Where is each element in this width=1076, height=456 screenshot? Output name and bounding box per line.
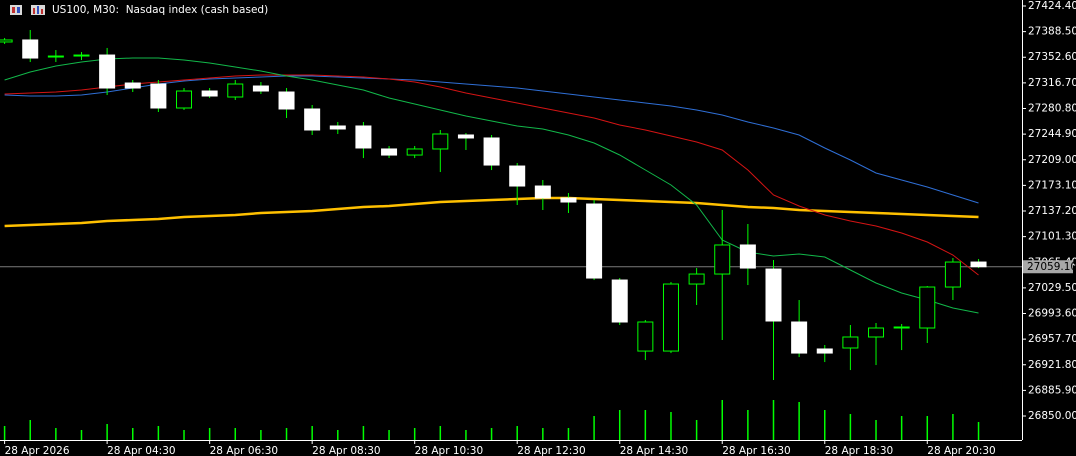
icon [12, 7, 15, 13]
y-tick-label: 26921.80 [1028, 359, 1076, 371]
candle-body [252, 85, 269, 92]
x-tick-label: 28 Apr 12:30 [517, 445, 585, 456]
x-tick-label: 28 Apr 20:30 [927, 445, 995, 456]
y-tick-label: 27137.20 [1028, 205, 1076, 217]
candle-body [714, 244, 731, 275]
candle-body [893, 326, 910, 329]
candle-body [304, 108, 321, 131]
candle-body [150, 83, 167, 109]
candle-body [611, 279, 628, 323]
candle-body [201, 90, 218, 97]
y-tick-label: 27101.30 [1028, 231, 1076, 243]
candle-body [534, 185, 551, 199]
candle-body [842, 336, 859, 349]
y-tick-label: 27173.10 [1028, 179, 1076, 191]
bid-label: 27059.10 [1027, 261, 1076, 273]
ma-line [4, 57, 979, 314]
icon [17, 7, 20, 13]
candle-body [124, 82, 141, 89]
y-tick-label: 27280.80 [1028, 103, 1076, 115]
candle-body [970, 261, 987, 268]
candle-body [509, 165, 526, 187]
y-tick-label: 27209.00 [1028, 154, 1076, 166]
icon [10, 5, 22, 15]
x-tick-label: 28 Apr 06:30 [210, 445, 278, 456]
candle-body [688, 273, 705, 285]
candle-body [868, 327, 885, 338]
candle-body [278, 91, 295, 110]
ma-line [4, 196, 979, 228]
candle-body [791, 321, 808, 354]
x-tick-label: 28 Apr 04:30 [107, 445, 175, 456]
y-tick-label: 26850.00 [1028, 410, 1076, 422]
candle-body [0, 39, 13, 43]
x-tick-label: 28 Apr 18:30 [825, 445, 893, 456]
candle-body [586, 203, 603, 279]
y-tick-label: 27352.60 [1028, 51, 1076, 63]
icon [33, 8, 35, 14]
y-tick-label: 27316.70 [1028, 77, 1076, 89]
candle-body [432, 133, 449, 150]
symbol-icons [10, 5, 45, 15]
x-tick-label: 28 Apr 2026 [5, 445, 70, 456]
candle-body [381, 148, 398, 156]
candle-body [919, 286, 936, 329]
y-tick-label: 26957.70 [1028, 333, 1076, 345]
candle-body [765, 268, 782, 322]
candle-body [483, 137, 500, 166]
x-tick-label: 28 Apr 14:30 [620, 445, 688, 456]
candle-body [662, 283, 679, 352]
candle-body [406, 148, 423, 156]
x-tick-label: 28 Apr 16:30 [722, 445, 790, 456]
candle-body [355, 125, 372, 149]
candle-body [47, 55, 64, 58]
candle-body [457, 134, 474, 139]
icon [41, 9, 43, 14]
y-tick-label: 27388.50 [1028, 26, 1076, 38]
y-tick-label: 26885.90 [1028, 384, 1076, 396]
candle-body [99, 54, 116, 89]
candle-body [176, 90, 193, 109]
candle-body [637, 321, 654, 352]
candle-body [944, 261, 961, 288]
icon [37, 6, 39, 14]
x-tick-label: 28 Apr 10:30 [415, 445, 483, 456]
ma-line [4, 75, 979, 204]
candle-body [329, 125, 346, 130]
ma-line [4, 74, 979, 276]
y-tick-label: 27424.40 [1028, 0, 1076, 12]
y-tick-label: 27244.90 [1028, 128, 1076, 140]
x-tick-label: 28 Apr 08:30 [312, 445, 380, 456]
y-tick-label: 27029.50 [1028, 282, 1076, 294]
candle-body [739, 244, 756, 269]
bid-box [1023, 260, 1073, 274]
candle-body [560, 197, 577, 203]
candle-body [816, 348, 833, 354]
candle-body [73, 54, 90, 57]
candle-body [22, 39, 39, 59]
y-tick-label: 26993.60 [1028, 308, 1076, 320]
chart-title: US100, M30: Nasdaq index (cash based) [52, 4, 268, 16]
candle-body [227, 83, 244, 98]
